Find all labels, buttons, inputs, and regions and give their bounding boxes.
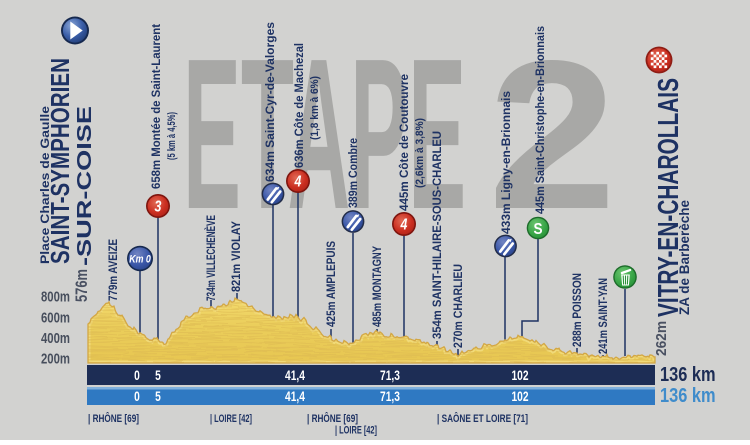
svg-text:102: 102: [511, 367, 528, 383]
svg-text:| LOIRE [42]: | LOIRE [42]: [335, 425, 377, 437]
svg-text:576m: 576m: [72, 269, 91, 302]
svg-text:821m VIOLAY: 821m VIOLAY: [229, 221, 243, 292]
svg-text:445m Côte de Coutouvre: 445m Côte de Coutouvre: [397, 74, 411, 211]
svg-text:800m: 800m: [41, 290, 70, 306]
svg-text:5: 5: [155, 367, 161, 383]
svg-text:41,4: 41,4: [285, 388, 305, 404]
svg-text:200m: 200m: [41, 352, 70, 368]
svg-text:389m Combre: 389m Combre: [346, 138, 360, 208]
svg-text:(5 km à 4,5%): (5 km à 4,5%): [166, 112, 178, 160]
svg-text:270m CHARLIEU: 270m CHARLIEU: [451, 264, 465, 348]
svg-text:SAINT-SYMPHORIEN: SAINT-SYMPHORIEN: [45, 58, 75, 264]
svg-text:(1,8 km à 6%): (1,8 km à 6%): [309, 76, 321, 140]
svg-text:| RHÔNE [69]: | RHÔNE [69]: [307, 412, 358, 425]
svg-text:ZA de Barberèche: ZA de Barberèche: [676, 200, 692, 315]
svg-text:136 km: 136 km: [660, 383, 716, 406]
svg-text:5: 5: [155, 388, 161, 404]
svg-text:71,3: 71,3: [380, 388, 400, 404]
svg-text:| SAÔNE ET LOIRE [71]: | SAÔNE ET LOIRE [71]: [437, 412, 528, 425]
svg-text:445m Saint-Christophe-en-Brion: 445m Saint-Christophe-en-Brionnais: [533, 26, 547, 214]
svg-text:(2,6km à 3,8%): (2,6km à 3,8%): [414, 118, 426, 188]
svg-text:634m Saint-Cyr-de-Valorges: 634m Saint-Cyr-de-Valorges: [263, 22, 277, 182]
svg-text:354m SAINT-HILAIRE-SOUS-CHARLE: 354m SAINT-HILAIRE-SOUS-CHARLEU: [430, 131, 444, 339]
svg-text:734m VILLECHENÈVE: 734m VILLECHENÈVE: [203, 215, 218, 301]
svg-text:600m: 600m: [41, 311, 70, 327]
svg-text:0: 0: [134, 367, 140, 383]
svg-text:136 km: 136 km: [660, 362, 716, 385]
svg-text:262m: 262m: [654, 321, 670, 356]
svg-text:| LOIRE [42]: | LOIRE [42]: [210, 413, 252, 425]
svg-text:400m: 400m: [41, 331, 70, 347]
svg-text:-SUR-COISE: -SUR-COISE: [73, 106, 96, 266]
svg-text:425m AMPLEPUIS: 425m AMPLEPUIS: [324, 241, 338, 327]
svg-text:241m SAINT-YAN: 241m SAINT-YAN: [596, 278, 610, 354]
svg-text:636m Côte de Machezal: 636m Côte de Machezal: [292, 43, 306, 168]
svg-text:Km 0: Km 0: [129, 254, 151, 266]
svg-text:| RHÔNE [69]: | RHÔNE [69]: [88, 412, 139, 425]
svg-text:102: 102: [511, 388, 528, 404]
svg-text:3: 3: [155, 197, 162, 215]
svg-text:4: 4: [400, 215, 408, 233]
svg-text:0: 0: [134, 388, 140, 404]
svg-text:433m Ligny-en-Brionnais: 433m Ligny-en-Brionnais: [499, 91, 513, 234]
svg-text:71,3: 71,3: [380, 367, 400, 383]
svg-text:4: 4: [294, 172, 302, 190]
svg-text:41,4: 41,4: [285, 367, 305, 383]
svg-text:779m AVEIZE: 779m AVEIZE: [106, 239, 120, 301]
svg-text:S: S: [533, 221, 542, 238]
svg-text:485m MONTAGNY: 485m MONTAGNY: [370, 246, 384, 327]
svg-text:658m Montée de Saint-Laurent: 658m Montée de Saint-Laurent: [149, 24, 163, 189]
svg-text:288m POISSON: 288m POISSON: [570, 273, 584, 347]
